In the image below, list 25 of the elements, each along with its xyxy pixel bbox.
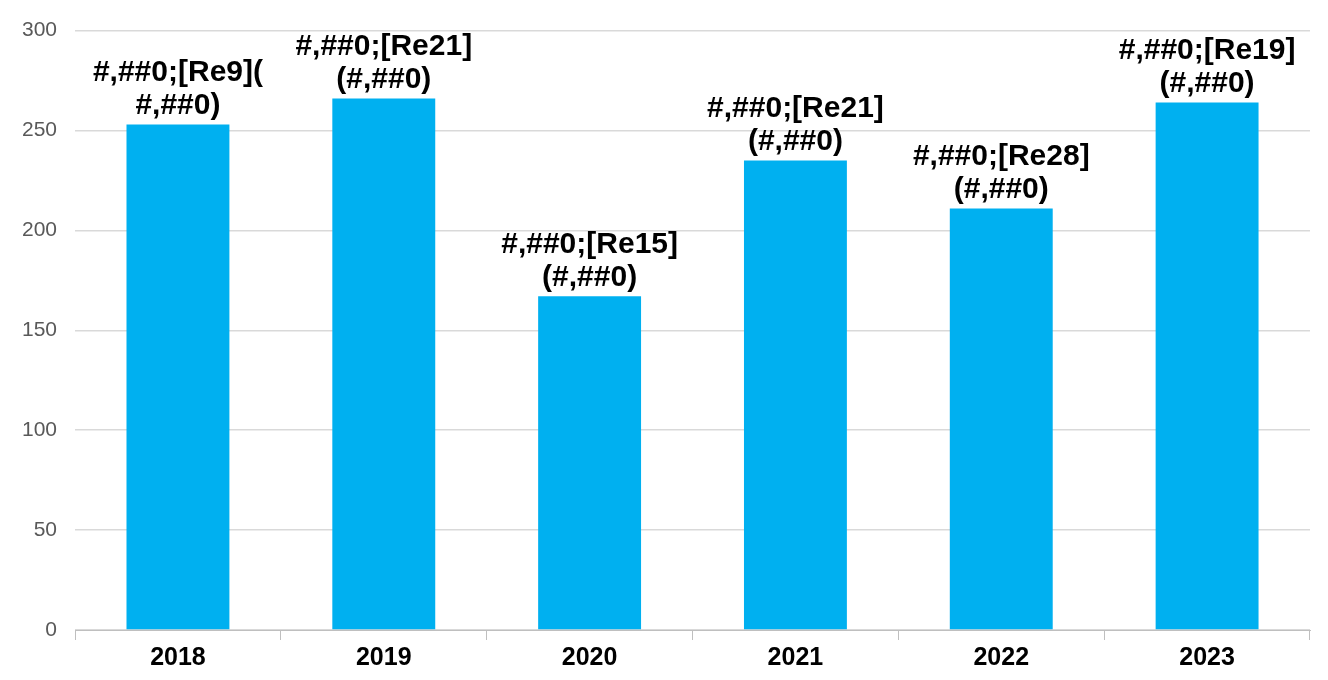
y-tick-label: 200 (21, 217, 58, 241)
data-label: #,##0;[Re21](#,##0) (707, 89, 884, 156)
x-tick-label: 2023 (1179, 641, 1235, 670)
y-tick-label: 250 (21, 117, 58, 141)
x-tick-label: 2018 (150, 641, 206, 670)
x-tick-label: 2021 (767, 641, 824, 670)
bar (332, 98, 436, 630)
data-label: #,##0;[Re21](#,##0) (295, 27, 473, 94)
y-tick-label: 0 (45, 616, 58, 640)
bar (126, 124, 230, 630)
x-tick-label: 2020 (561, 641, 618, 670)
bar (949, 208, 1053, 630)
y-tick-label: 100 (21, 417, 58, 440)
x-tick-label: 2019 (355, 641, 412, 670)
y-tick-label: 50 (33, 516, 58, 540)
data-label: #,##0;[Re15](#,##0) (501, 225, 678, 292)
data-label: #,##0;[Re19](#,##0) (1118, 31, 1296, 98)
bar (1155, 102, 1259, 630)
bar (538, 296, 642, 630)
y-tick-label: 150 (21, 317, 58, 341)
bar (743, 160, 847, 630)
data-label: #,##0;[Re9](#,##0) (92, 53, 263, 120)
data-label: #,##0;[Re28](#,##0) (912, 137, 1090, 204)
x-tick-label: 2022 (973, 641, 1030, 670)
y-tick-label: 300 (21, 17, 58, 41)
